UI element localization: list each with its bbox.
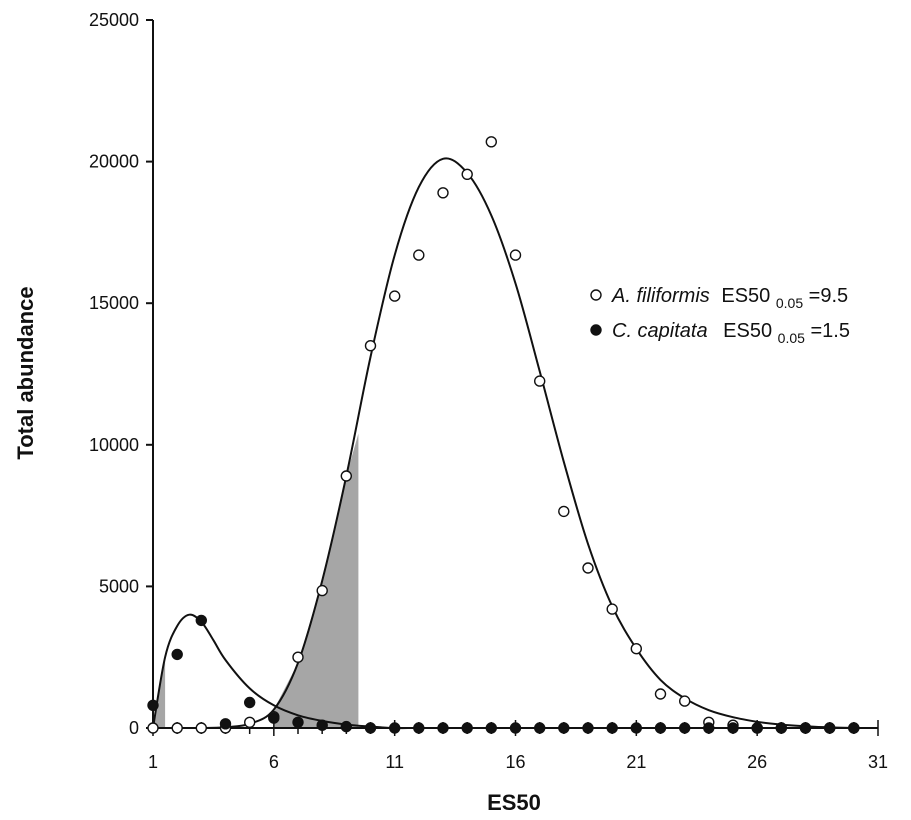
a-filiformis-data-point <box>654 688 667 700</box>
a-filiformis-data-point <box>509 249 522 261</box>
a-filiformis-data-point <box>316 584 328 597</box>
y-tick-label: 10000 <box>89 435 139 455</box>
c-capitata-data-point <box>389 722 401 734</box>
c-capitata-data-point <box>413 722 425 734</box>
c-capitata-data-point <box>606 722 618 734</box>
c-capitata-data-point <box>485 722 497 734</box>
y-tick-label: 25000 <box>89 10 139 30</box>
c-capitata-data-point <box>316 719 328 731</box>
legend: A. filiformis ES50 0.05 =9.5 C. capitata… <box>590 285 850 348</box>
c-capitata-data-point <box>848 722 860 734</box>
fitted-curve-series-0 <box>153 157 854 730</box>
y-tick-label: 15000 <box>89 293 139 313</box>
x-tick-label: 21 <box>626 752 646 772</box>
a-filiformis-data-point <box>364 340 377 352</box>
a-filiformis-data-point <box>558 505 570 518</box>
c-capitata-data-point <box>219 718 232 730</box>
y-tick-label: 5000 <box>99 576 139 596</box>
c-capitata-data-point <box>268 712 280 724</box>
a-filiformis-data-point <box>171 722 183 734</box>
a-filiformis-data-point <box>195 722 208 734</box>
a-filiformis-data-point <box>461 168 473 181</box>
c-capitata-data-point <box>171 648 183 661</box>
c-capitata-data-point <box>340 720 352 733</box>
c-capitata-data-point <box>509 722 522 734</box>
legend-marker-filled-circle <box>590 324 602 336</box>
a-filiformis-data-point <box>582 562 594 574</box>
a-filiformis-data-point <box>243 716 256 728</box>
a-filiformis-data-point <box>147 722 159 734</box>
a-filiformis-data-point <box>292 651 304 663</box>
a-filiformis-data-point <box>413 249 425 261</box>
c-capitata-data-point <box>703 722 715 734</box>
c-capitata-data-point <box>243 696 256 709</box>
a-filiformis-data-point <box>389 290 401 302</box>
c-capitata-data-point <box>824 722 836 734</box>
a-filiformis-data-point <box>679 695 691 707</box>
c-capitata-data-point <box>654 722 667 734</box>
legend-item-c-capitata: C. capitata ES50 0.05 =1.5 <box>590 320 850 348</box>
c-capitata-data-point <box>437 722 449 734</box>
y-axis-title: Total abundance <box>13 286 38 459</box>
c-capitata-data-point <box>558 722 570 734</box>
c-capitata-data-point <box>534 722 546 734</box>
a-filiformis-data-point <box>340 470 352 482</box>
c-capitata-data-point <box>292 716 304 728</box>
c-capitata-data-point <box>364 722 377 734</box>
c-capitata-data-point <box>195 614 208 627</box>
fitted-curves <box>152 157 854 730</box>
legend-marker-open-circle <box>590 289 602 301</box>
a-filiformis-data-point <box>437 187 449 199</box>
x-tick-label: 6 <box>269 752 279 772</box>
x-tick-label: 31 <box>868 752 888 772</box>
c-capitata-data-point <box>582 722 594 734</box>
x-axis-title: ES50 <box>487 790 541 815</box>
legend-label-c-capitata: C. capitata ES50 0.05 =1.5 <box>612 320 850 348</box>
c-capitata-data-point <box>727 722 739 734</box>
y-tick-label: 20000 <box>89 152 139 172</box>
x-tick-label: 16 <box>505 752 525 772</box>
c-capitata-data-point <box>751 722 763 734</box>
axes <box>152 20 878 729</box>
data-points <box>147 136 860 734</box>
shaded-areas <box>153 433 359 728</box>
a-filiformis-data-point <box>606 603 618 615</box>
c-capitata-data-point <box>630 722 642 734</box>
a-filiformis-data-point <box>485 136 497 148</box>
x-tick-label: 26 <box>747 752 767 772</box>
legend-item-a-filiformis: A. filiformis ES50 0.05 =9.5 <box>590 285 848 313</box>
a-filiformis-data-point <box>534 375 546 387</box>
c-capitata-data-point <box>775 722 787 734</box>
c-capitata-data-point <box>679 722 691 734</box>
c-capitata-data-point <box>461 722 473 734</box>
fitted-curve-series-1 <box>152 613 854 730</box>
shaded-area-series-0 <box>273 433 359 728</box>
y-tick-label: 0 <box>129 718 139 738</box>
x-tick-label: 11 <box>385 752 404 772</box>
a-filiformis-data-point <box>630 643 642 655</box>
x-tick-label: 1 <box>148 752 158 772</box>
c-capitata-data-point <box>147 699 159 711</box>
legend-label-a-filiformis: A. filiformis ES50 0.05 =9.5 <box>611 285 848 313</box>
c-capitata-data-point <box>799 722 812 734</box>
